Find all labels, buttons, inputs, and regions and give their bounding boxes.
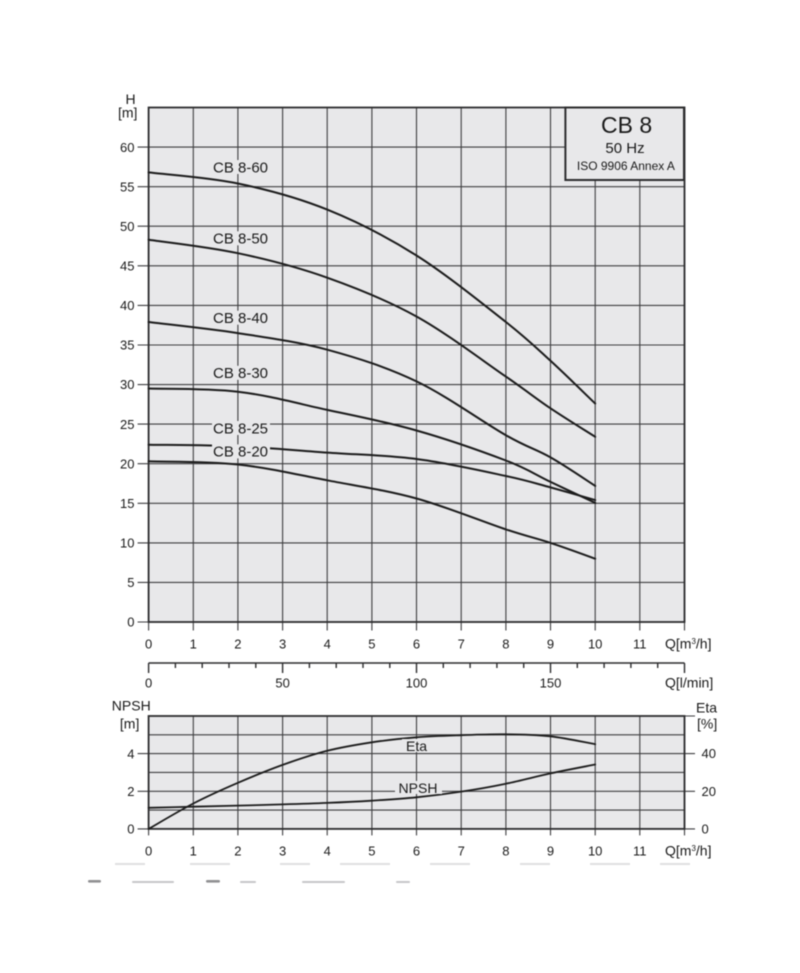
svg-text:[%]: [%] <box>697 716 717 732</box>
svg-text:5: 5 <box>127 575 134 590</box>
svg-text:1: 1 <box>190 844 197 859</box>
svg-text:40: 40 <box>120 298 134 313</box>
svg-text:Eta: Eta <box>696 700 717 716</box>
svg-text:50: 50 <box>275 676 289 691</box>
svg-text:H: H <box>126 91 136 107</box>
svg-text:Q[m3/h]: Q[m3/h] <box>665 636 711 652</box>
svg-text:2: 2 <box>234 844 241 859</box>
svg-text:0: 0 <box>145 676 152 691</box>
svg-text:10: 10 <box>588 637 602 652</box>
svg-text:2: 2 <box>127 784 134 799</box>
svg-text:4: 4 <box>127 746 134 761</box>
svg-text:7: 7 <box>458 844 465 859</box>
svg-text:50: 50 <box>120 219 134 234</box>
svg-text:25: 25 <box>120 417 134 432</box>
svg-text:Q[m3/h]: Q[m3/h] <box>665 843 711 859</box>
svg-text:8: 8 <box>502 844 509 859</box>
svg-text:20: 20 <box>120 456 134 471</box>
svg-text:45: 45 <box>120 259 134 274</box>
svg-text:3: 3 <box>279 637 286 652</box>
svg-text:35: 35 <box>120 338 134 353</box>
svg-text:4: 4 <box>324 637 331 652</box>
svg-text:0: 0 <box>145 637 152 652</box>
svg-text:CB 8-60: CB 8-60 <box>213 159 268 176</box>
svg-text:100: 100 <box>406 676 428 691</box>
svg-text:2: 2 <box>234 637 241 652</box>
svg-text:Q[l/min]: Q[l/min] <box>665 675 713 691</box>
svg-text:6: 6 <box>413 844 420 859</box>
svg-text:40: 40 <box>702 746 716 761</box>
svg-text:50 Hz: 50 Hz <box>605 140 644 157</box>
svg-text:10: 10 <box>120 536 134 551</box>
svg-text:[m]: [m] <box>118 105 137 121</box>
svg-text:30: 30 <box>120 377 134 392</box>
svg-text:0: 0 <box>702 821 709 836</box>
svg-text:10: 10 <box>588 844 602 859</box>
svg-text:9: 9 <box>547 637 554 652</box>
svg-text:CB 8-30: CB 8-30 <box>213 365 268 382</box>
svg-text:[m]: [m] <box>120 716 139 732</box>
svg-text:NPSH: NPSH <box>399 780 438 796</box>
svg-text:CB 8-40: CB 8-40 <box>213 310 268 327</box>
svg-text:15: 15 <box>120 496 134 511</box>
svg-text:55: 55 <box>120 179 134 194</box>
svg-text:11: 11 <box>633 844 647 859</box>
svg-text:0: 0 <box>145 844 152 859</box>
svg-text:5: 5 <box>368 844 375 859</box>
svg-text:1: 1 <box>190 637 197 652</box>
svg-text:8: 8 <box>502 637 509 652</box>
svg-text:60: 60 <box>120 140 134 155</box>
svg-text:CB 8: CB 8 <box>601 112 652 138</box>
svg-text:7: 7 <box>458 637 465 652</box>
svg-text:6: 6 <box>413 637 420 652</box>
svg-text:CB 8-50: CB 8-50 <box>213 231 268 248</box>
svg-text:ISO 9906 Annex A: ISO 9906 Annex A <box>577 159 675 173</box>
svg-text:11: 11 <box>633 637 647 652</box>
svg-text:0: 0 <box>127 822 134 837</box>
svg-text:9: 9 <box>547 844 554 859</box>
svg-text:CB 8-25: CB 8-25 <box>213 420 268 437</box>
svg-text:0: 0 <box>127 615 134 630</box>
svg-text:4: 4 <box>324 844 331 859</box>
svg-text:5: 5 <box>368 637 375 652</box>
svg-text:NPSH: NPSH <box>112 698 151 714</box>
svg-text:150: 150 <box>540 676 562 691</box>
svg-text:20: 20 <box>702 784 716 799</box>
svg-text:CB 8-20: CB 8-20 <box>213 444 268 461</box>
svg-text:3: 3 <box>279 844 286 859</box>
svg-text:Eta: Eta <box>406 738 427 754</box>
